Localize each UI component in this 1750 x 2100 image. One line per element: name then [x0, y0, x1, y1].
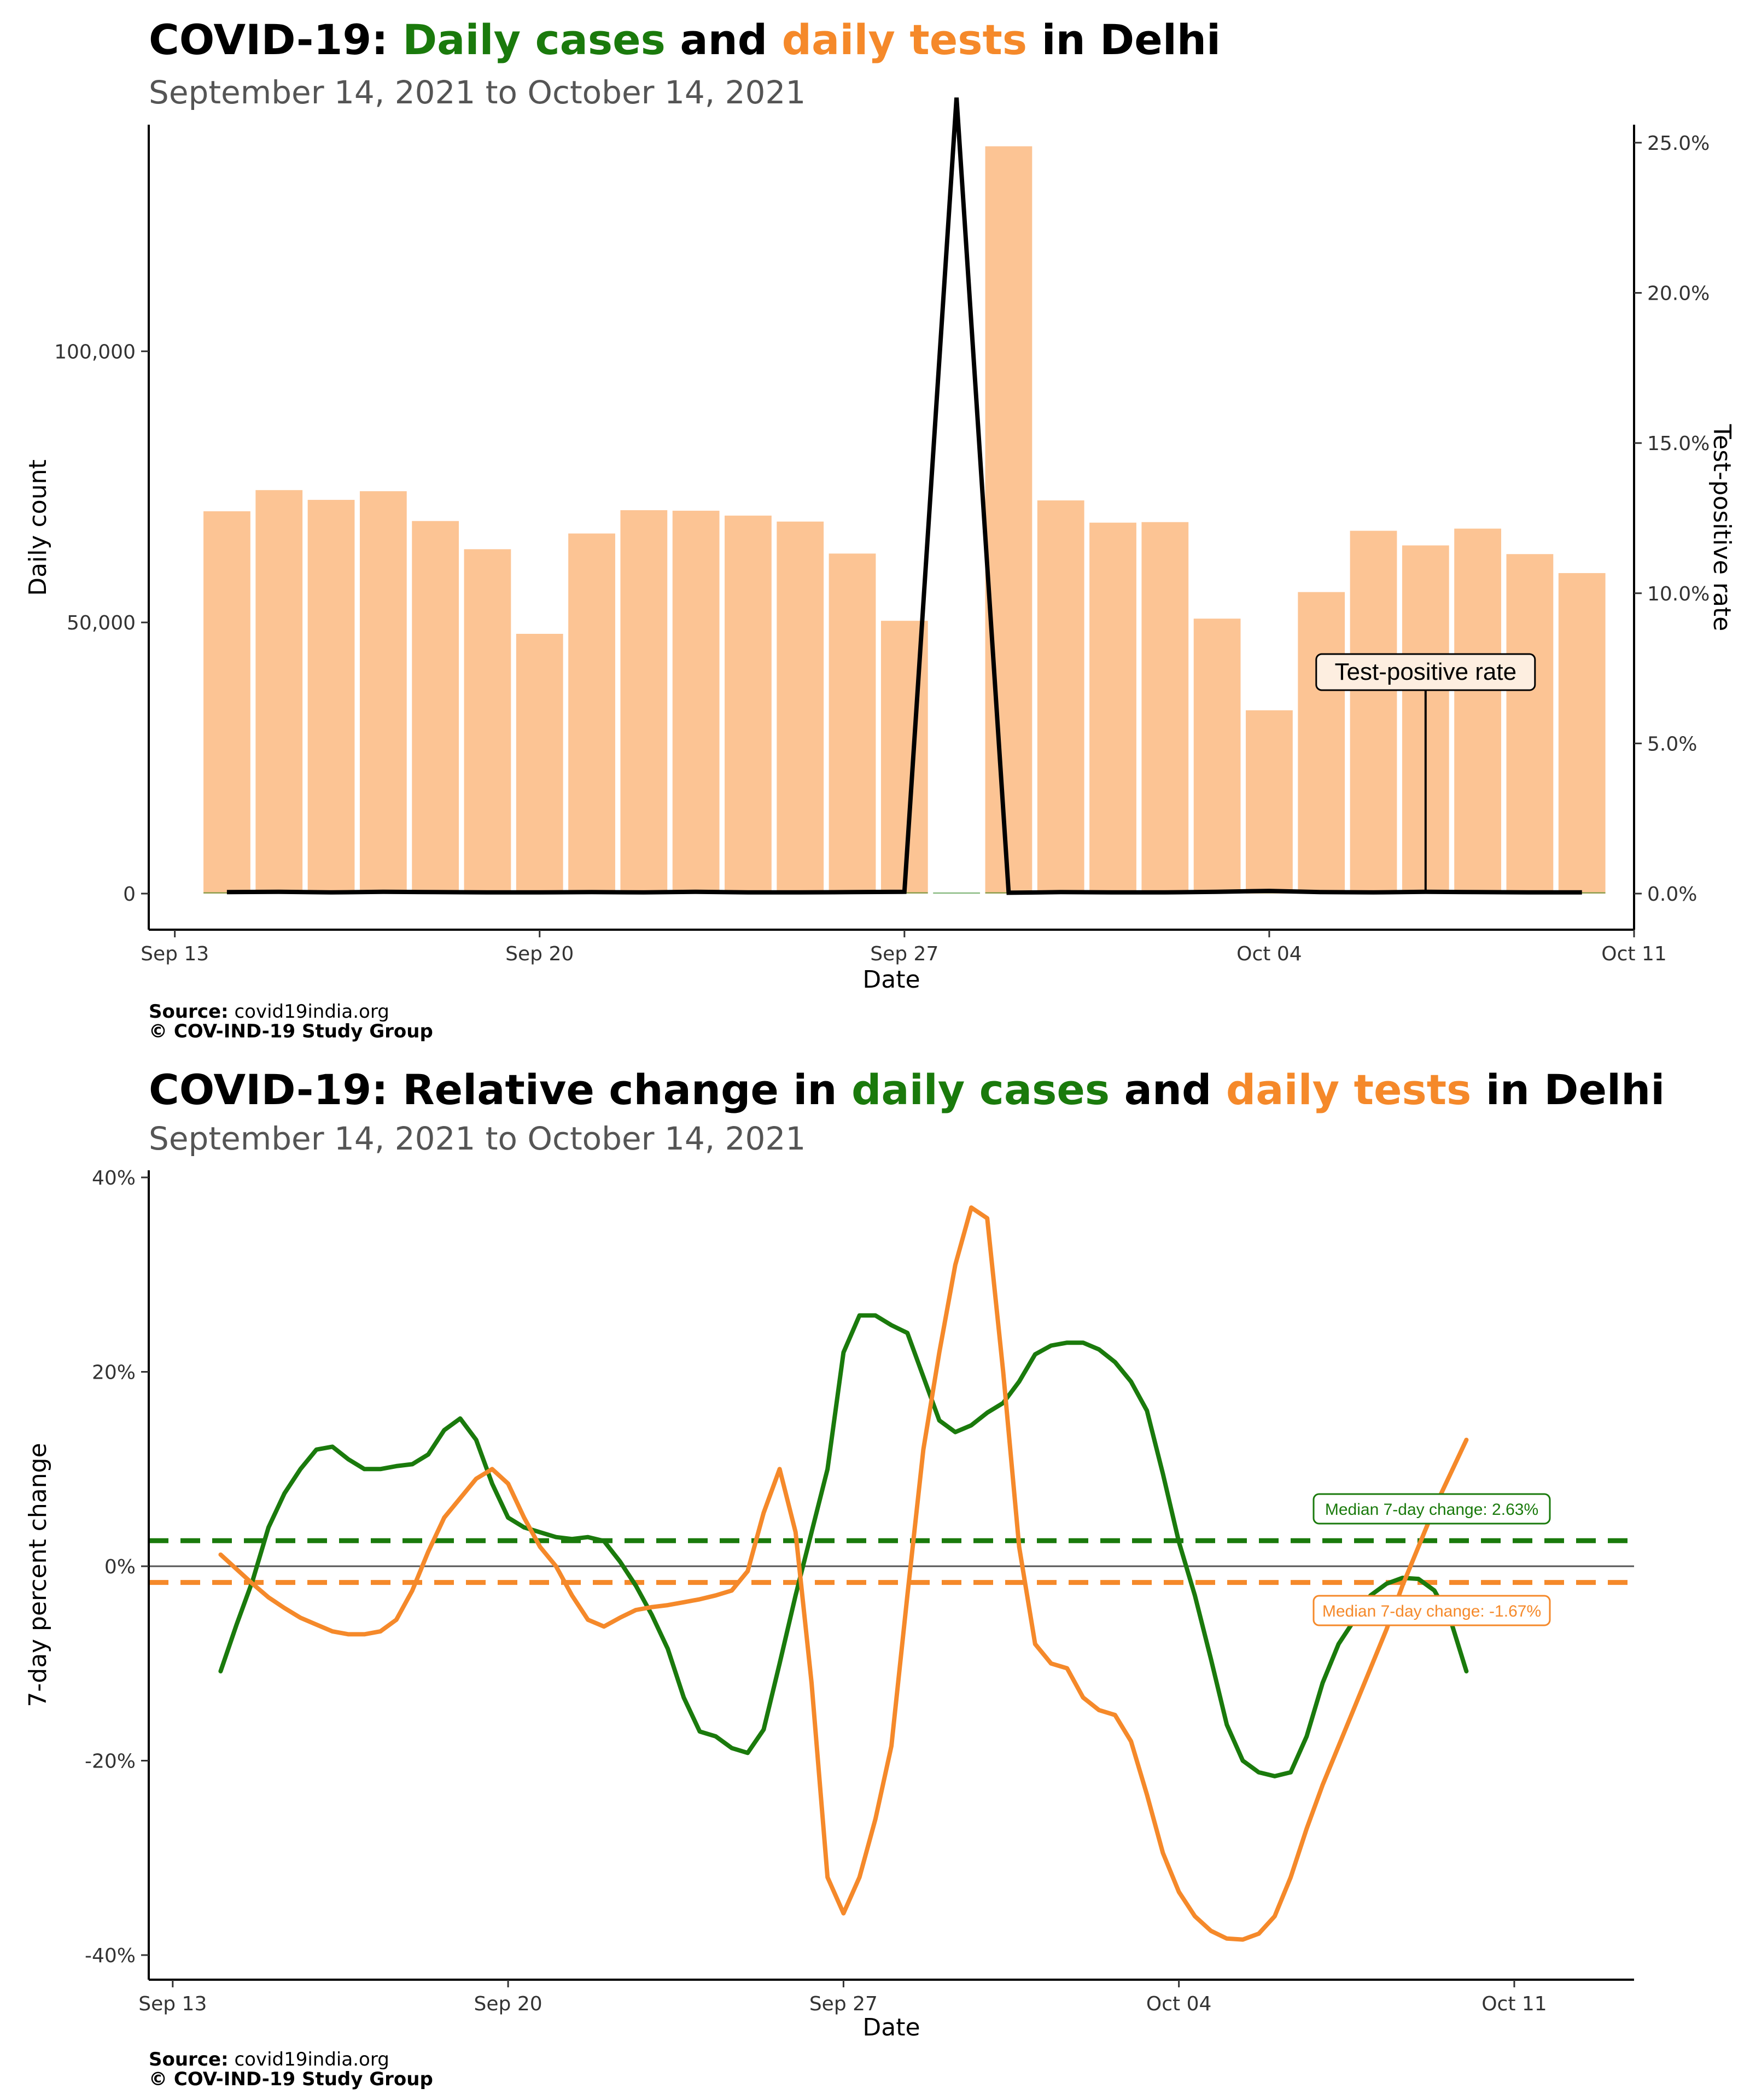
bottom-chart-svg: Median 7-day change: 2.63% Median 7-day c… [24, 1167, 1634, 2041]
top-title-and: and [665, 15, 782, 64]
x-tick-label: Oct 11 [1601, 943, 1667, 965]
top-source-value: covid19india.org [228, 1001, 389, 1023]
x-tick-label: Oct 04 [1146, 1993, 1212, 2015]
cases-bar [1558, 892, 1606, 894]
y-tick-label: 20% [92, 1362, 136, 1384]
top-chart-panel: COVID-19: Daily cases and daily tests in… [24, 15, 1736, 1041]
y2-axis-title: Test-positive rate [1708, 424, 1736, 631]
x-tick-label: Sep 13 [141, 943, 209, 965]
y-tick-label: 40% [92, 1167, 136, 1189]
bottom-title-prefix: COVID-19: Relative change in [149, 1065, 851, 1114]
bottom-title-and: and [1110, 1065, 1226, 1114]
tests-change-line [218, 1205, 1469, 1942]
bottom-title-suffix: in Delhi [1471, 1065, 1665, 1114]
cases-bar [933, 892, 981, 894]
tests-bar [464, 549, 511, 894]
y2-tick-label: 10.0% [1647, 583, 1710, 605]
bottom-source-note: Source: covid19india.org © COV-IND-19 St… [149, 2050, 433, 2089]
tpr-annotation-label: Test-positive rate [1335, 658, 1517, 685]
x-tick-label: Sep 20 [505, 943, 574, 965]
y-tick-label: 0 [123, 883, 136, 906]
top-title-prefix: COVID-19: [149, 15, 403, 64]
tests-bar [725, 515, 772, 894]
tests-bar [412, 521, 459, 894]
bottom-chart-title: COVID-19: Relative change in daily cases… [149, 1065, 1665, 1114]
y2-tick-label: 25.0% [1647, 132, 1710, 155]
tests-bar [1506, 554, 1554, 894]
tests-bar [516, 633, 563, 894]
y-axis-title: 7-day percent change [24, 1443, 52, 1707]
tests-bar [359, 491, 407, 894]
x-tick-label: Sep 20 [474, 1993, 542, 2015]
bottom-chart-subtitle: September 14, 2021 to October 14, 2021 [149, 1120, 806, 1157]
tests-bar [255, 490, 303, 894]
top-title-cases: Daily cases [402, 15, 666, 64]
cases-change-line [218, 1313, 1469, 1778]
y-tick-label: -40% [85, 1945, 136, 1967]
bottom-source-line: Source: covid19india.org [149, 2050, 433, 2069]
y-tick-label: -20% [85, 1751, 136, 1773]
y2-tick-label: 5.0% [1647, 733, 1697, 755]
y-tick-label: 50,000 [67, 612, 136, 634]
tests-bar [307, 500, 355, 894]
top-source-label: Source: [149, 1001, 229, 1023]
top-chart-title: COVID-19: Daily cases and daily tests in… [149, 15, 1221, 64]
tests-bar [1298, 592, 1345, 894]
top-title-suffix: in Delhi [1027, 15, 1221, 64]
median-label: Median 7-day change: 2.63% [1325, 1501, 1538, 1519]
top-copyright: © COV-IND-19 Study Group [149, 1020, 433, 1042]
median-label-box [1312, 1493, 1551, 1525]
bottom-source-label: Source: [149, 2049, 229, 2070]
top-source-note: Source: covid19india.org © COV-IND-19 St… [149, 1002, 433, 1041]
tests-bar [1141, 522, 1189, 894]
bottom-title-tests: daily tests [1226, 1065, 1472, 1114]
x-axis-title: Date [862, 2014, 920, 2041]
tests-bar [1089, 522, 1136, 894]
top-chart-subtitle: September 14, 2021 to October 14, 2021 [149, 74, 806, 111]
tests-bar [620, 510, 668, 894]
tests-bar [1558, 573, 1606, 894]
tests-bar [568, 533, 615, 894]
tests-bar [1454, 528, 1501, 894]
bottom-title-cases: daily cases [851, 1065, 1110, 1114]
tests-bar [203, 511, 250, 894]
y-tick-label: 0% [104, 1556, 136, 1578]
median-label-box [1312, 1595, 1551, 1626]
tests-bar [829, 553, 876, 894]
tpr-annotation-box [1315, 653, 1536, 691]
tests-bar [1037, 500, 1084, 894]
bottom-copyright: © COV-IND-19 Study Group [149, 2068, 433, 2090]
top-title-tests: daily tests [781, 15, 1028, 64]
x-axis-title: Date [862, 966, 920, 994]
median-label: Median 7-day change: -1.67% [1322, 1602, 1541, 1620]
y2-tick-label: 20.0% [1647, 283, 1710, 305]
y2-tick-label: 0.0% [1647, 883, 1697, 906]
tests-bar [985, 146, 1032, 894]
x-tick-label: Sep 27 [809, 1993, 878, 2015]
tests-bar [1193, 619, 1241, 894]
bottom-source-value: covid19india.org [228, 2049, 389, 2070]
top-chart-svg: Test-positive rate 0 50,000 100,000 0.0% 5.0%… [24, 97, 1736, 994]
tests-bar [777, 521, 824, 894]
tpr-line [226, 97, 1582, 895]
tests-bar [1350, 530, 1397, 894]
y2-tick-label: 15.0% [1647, 433, 1710, 455]
tests-bar [1246, 710, 1293, 894]
x-tick-label: Oct 04 [1236, 943, 1302, 965]
x-tick-label: Sep 27 [870, 943, 938, 965]
tests-bar [672, 510, 720, 894]
x-tick-label: Sep 13 [138, 1993, 207, 2015]
y-axis-title: Daily count [24, 459, 52, 596]
x-tick-label: Oct 11 [1481, 1993, 1547, 2015]
top-source-line: Source: covid19india.org [149, 1002, 433, 1022]
y-tick-label: 100,000 [54, 341, 136, 363]
